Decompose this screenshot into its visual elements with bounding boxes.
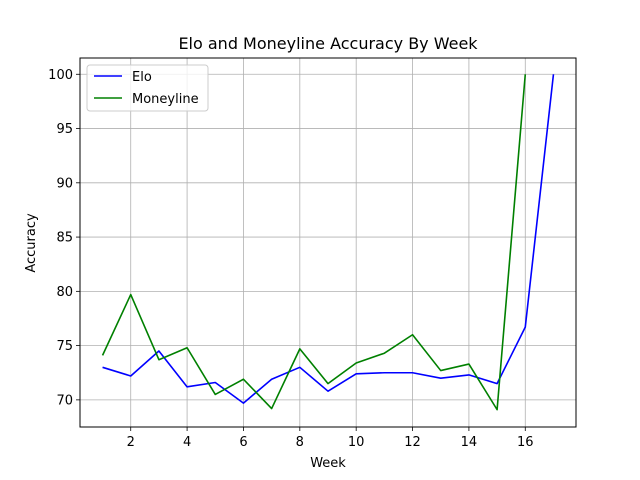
legend-label-moneyline: Moneyline bbox=[132, 92, 199, 107]
y-axis-label: Accuracy bbox=[24, 213, 39, 273]
chart-title: Elo and Moneyline Accuracy By Week bbox=[178, 34, 478, 53]
x-tick-label: 4 bbox=[183, 435, 191, 450]
legend: Elo Moneyline bbox=[86, 64, 209, 112]
series-layer bbox=[101, 74, 555, 411]
y-tick-label: 95 bbox=[56, 122, 73, 137]
x-axis-label: Week bbox=[310, 456, 346, 471]
y-tick-label: 100 bbox=[48, 68, 73, 83]
y-tick-label: 75 bbox=[56, 339, 73, 354]
x-tick-label: 14 bbox=[461, 435, 478, 450]
x-tick-label: 12 bbox=[404, 435, 421, 450]
x-tick-label: 2 bbox=[127, 435, 135, 450]
y-tick-label: 90 bbox=[56, 176, 73, 191]
legend-label-elo: Elo bbox=[132, 70, 152, 85]
grid bbox=[80, 58, 576, 427]
y-axis: 70 75 80 85 90 95 100 bbox=[48, 68, 80, 408]
y-tick-label: 85 bbox=[56, 231, 73, 246]
x-axis: 2 4 6 8 10 12 14 16 bbox=[127, 427, 534, 450]
plot-frame bbox=[79, 57, 577, 428]
x-tick-label: 16 bbox=[517, 435, 534, 450]
series-line-moneyline bbox=[101, 74, 527, 411]
x-tick-label: 8 bbox=[296, 435, 304, 450]
y-tick-label: 80 bbox=[56, 285, 73, 300]
y-tick-label: 70 bbox=[56, 393, 73, 408]
x-tick-label: 6 bbox=[239, 435, 247, 450]
x-tick-label: 10 bbox=[348, 435, 365, 450]
